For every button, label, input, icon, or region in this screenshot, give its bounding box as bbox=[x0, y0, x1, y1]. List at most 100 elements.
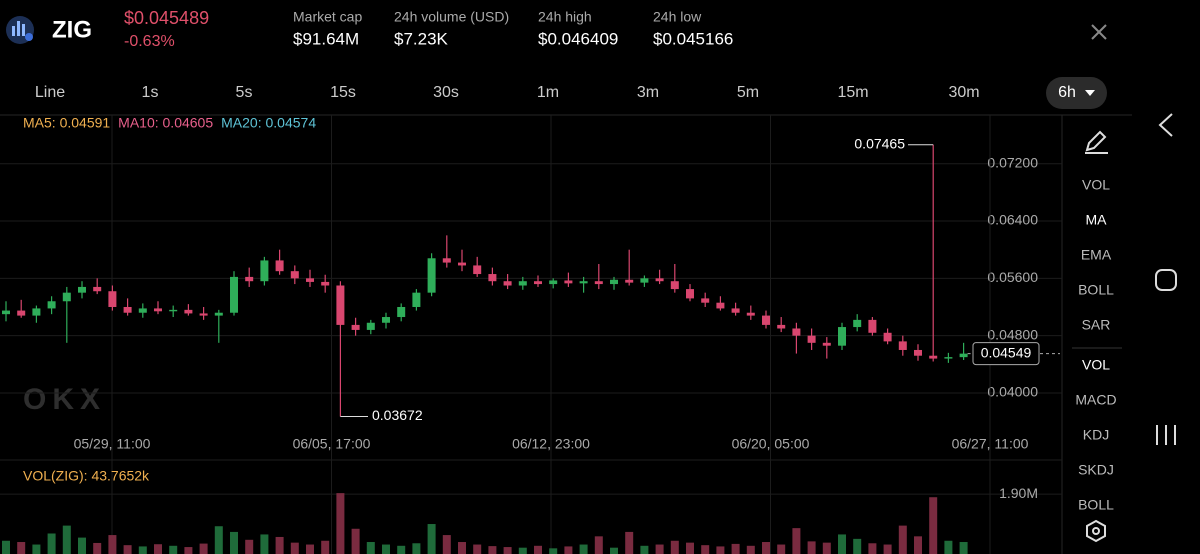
indicator[interactable]: BOLL bbox=[1078, 497, 1114, 513]
candle-body bbox=[731, 308, 740, 313]
timeframe[interactable]: 5s bbox=[236, 84, 253, 101]
volume-bar bbox=[929, 497, 938, 554]
timeframe[interactable]: 30s bbox=[433, 84, 459, 101]
y-tick-label: 0.07200 bbox=[987, 154, 1038, 170]
nav-back[interactable] bbox=[1158, 113, 1173, 137]
candle-body bbox=[746, 312, 755, 316]
volume-bar bbox=[716, 546, 725, 554]
timeframe[interactable]: 30m bbox=[948, 84, 979, 101]
candle-body bbox=[47, 301, 56, 309]
candle-body bbox=[701, 298, 710, 303]
stat-value: $91.64M bbox=[293, 29, 359, 48]
x-tick-label: 05/29, 11:00 bbox=[74, 436, 151, 452]
indicator[interactable]: EMA bbox=[1081, 247, 1112, 263]
candle-body bbox=[503, 281, 512, 286]
indicator[interactable]: MACD bbox=[1075, 392, 1116, 408]
candle-body bbox=[655, 278, 664, 282]
volume-bar bbox=[47, 533, 56, 554]
volume-bar bbox=[427, 524, 436, 554]
volume-bar bbox=[534, 545, 542, 554]
candle-body bbox=[336, 285, 345, 325]
volume-bar bbox=[822, 542, 831, 554]
timeframe-active-bg bbox=[1046, 77, 1107, 109]
volume-bar bbox=[853, 538, 862, 554]
last-price-box bbox=[972, 342, 1040, 366]
timeframe[interactable]: Line bbox=[35, 84, 65, 101]
volume-bar bbox=[898, 525, 907, 554]
volume-bar bbox=[366, 542, 375, 554]
candle-body bbox=[275, 260, 284, 272]
close-button[interactable] bbox=[1091, 24, 1107, 40]
timeframe[interactable]: 1s bbox=[142, 84, 159, 101]
ma-legend: MA5: 0.04591 bbox=[23, 115, 110, 131]
candle-body bbox=[807, 335, 816, 343]
candle-body bbox=[716, 302, 725, 309]
candle-body bbox=[777, 324, 786, 329]
ma-legend: MA20: 0.04574 bbox=[221, 115, 316, 131]
volume-bar bbox=[959, 542, 968, 554]
volume-bar bbox=[549, 548, 558, 554]
timeframe[interactable]: 6h bbox=[1058, 84, 1076, 101]
indicator[interactable]: VOL bbox=[1082, 357, 1110, 373]
volume-bar bbox=[154, 544, 162, 554]
timeframe[interactable]: 5m bbox=[737, 84, 759, 101]
edit-icon[interactable] bbox=[1085, 130, 1108, 154]
volume-bar bbox=[655, 544, 664, 554]
candle-body bbox=[184, 309, 193, 314]
timeframe[interactable]: 3m bbox=[637, 84, 659, 101]
candle-body bbox=[245, 276, 254, 282]
volume-bar bbox=[382, 544, 390, 554]
stat-label: 24h volume (USD) bbox=[394, 9, 509, 25]
candle-body bbox=[321, 281, 330, 286]
volume-bar bbox=[169, 545, 178, 554]
volume-bar bbox=[78, 537, 86, 554]
candle-body bbox=[230, 276, 238, 313]
volume-bar bbox=[670, 540, 679, 554]
volume-bar bbox=[17, 542, 26, 554]
candle-body bbox=[792, 328, 801, 336]
candle-body bbox=[2, 310, 10, 315]
volume-bar bbox=[93, 542, 102, 554]
candle-body bbox=[62, 292, 71, 302]
candle-body bbox=[427, 258, 436, 293]
volume-bar bbox=[184, 547, 193, 554]
volume-bar bbox=[610, 547, 618, 554]
stat-value: $7.23K bbox=[394, 29, 449, 48]
volume-bar bbox=[290, 542, 299, 554]
volume-bar bbox=[914, 536, 922, 554]
volume-bar bbox=[321, 540, 330, 554]
settings-icon[interactable] bbox=[1086, 519, 1106, 543]
volume-bar bbox=[944, 540, 953, 554]
price: $0.045489 bbox=[124, 8, 209, 28]
low-annotation: 0.03672 bbox=[372, 407, 423, 423]
nav-recent[interactable] bbox=[1156, 425, 1176, 445]
indicator[interactable]: SKDJ bbox=[1078, 462, 1114, 478]
x-tick-label: 06/20, 05:00 bbox=[732, 436, 810, 452]
indicator[interactable]: MA bbox=[1086, 212, 1108, 228]
volume-bar bbox=[777, 544, 786, 554]
candle-body bbox=[686, 289, 694, 299]
indicator[interactable]: KDJ bbox=[1083, 427, 1109, 443]
volume-bar bbox=[306, 544, 314, 554]
volume-bar bbox=[412, 543, 421, 554]
indicator[interactable]: VOL bbox=[1082, 177, 1110, 193]
indicator[interactable]: SAR bbox=[1082, 317, 1111, 333]
volume-bar bbox=[518, 547, 527, 554]
indicator[interactable]: BOLL bbox=[1078, 282, 1114, 298]
timeframe[interactable]: 1m bbox=[537, 84, 559, 101]
volume-bar bbox=[351, 528, 360, 554]
volume-bar bbox=[214, 526, 223, 554]
candle-body bbox=[594, 281, 603, 285]
candle-body bbox=[625, 279, 634, 283]
logo bbox=[6, 16, 34, 44]
x-tick-label: 06/05, 17:00 bbox=[293, 436, 371, 452]
nav-home[interactable] bbox=[1155, 269, 1177, 291]
timeframe[interactable]: 15s bbox=[330, 84, 356, 101]
candle-body bbox=[959, 353, 968, 358]
candle-body bbox=[473, 265, 482, 275]
candle-body bbox=[260, 260, 269, 282]
timeframe[interactable]: 15m bbox=[837, 84, 868, 101]
volume-bar bbox=[883, 544, 892, 554]
